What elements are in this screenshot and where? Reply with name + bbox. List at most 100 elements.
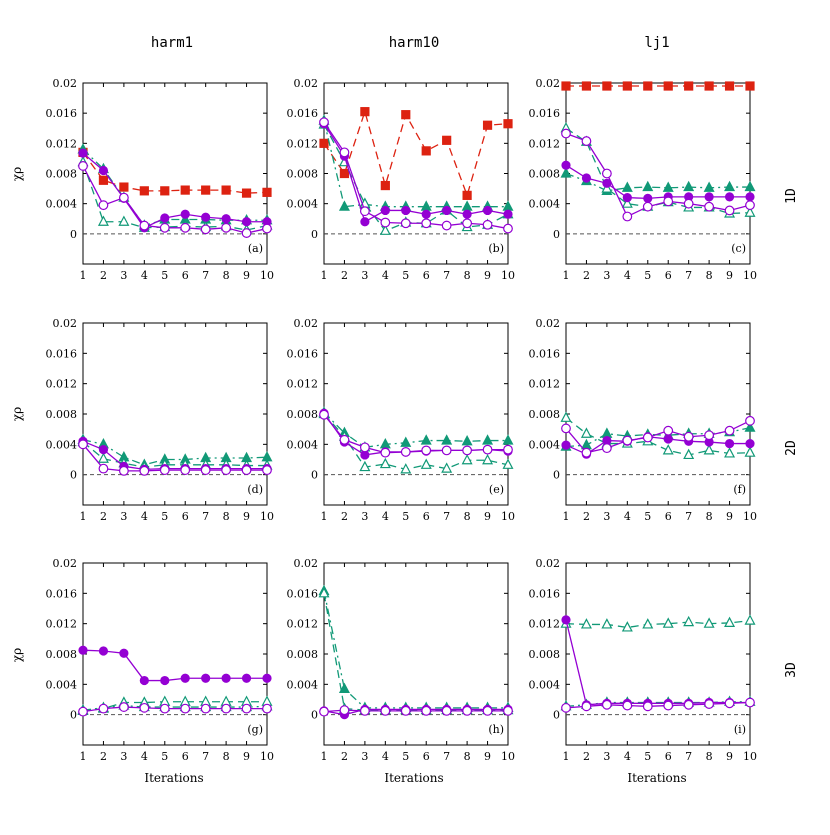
data-point [482,453,494,465]
y-axis-label-row1: χρ [10,167,24,181]
data-point [319,117,329,128]
panel-c: 0 0.004 0.008 0.012 0.016 0.02 1 2 3 4 5 6 7 8 9 10 (c) [529,77,758,282]
data-point [97,215,109,226]
data-point [98,445,109,455]
y-tick-label: 0.02 [294,317,319,330]
series-line [323,590,508,709]
data-point [241,703,252,714]
x-tick-label: 9 [484,750,491,763]
y-tick-label: 0.02 [294,557,319,570]
x-tick-label: 2 [341,750,348,763]
panel-b: 0 0.004 0.008 0.012 0.016 0.02 1 2 3 4 5 6 7 8 9 10 (b) [287,77,516,282]
y-tick-label: 0.008 [46,648,78,661]
data-point [441,705,452,716]
series-line [323,412,509,456]
data-point [262,673,272,683]
series-purple-circle-filled [561,432,755,459]
x-tick-label: 8 [464,269,471,282]
data-point [561,440,571,450]
data-point [180,185,190,195]
col-title-harm1: harm1 [151,35,193,51]
series-line [323,414,508,454]
data-point [380,447,391,458]
y-tick-label: 0.02 [53,77,78,90]
row-label-2d: 2D [784,440,799,456]
series-line [82,441,267,468]
data-point [360,217,370,227]
data-point [441,462,453,473]
data-point [703,181,715,192]
x-tick-label: 5 [644,750,651,763]
y-tick-label: 0 [70,709,77,722]
x-tick-label: 6 [423,269,430,282]
y-tick-label: 0.02 [536,77,561,90]
data-point [78,706,88,717]
data-point [724,447,736,458]
data-point [683,699,694,710]
data-point [400,447,411,457]
x-tick-label: 7 [443,510,450,523]
x-tick-label: 6 [665,510,672,523]
series-purple-circle-filled [561,615,755,710]
x-tick-label: 7 [685,269,692,282]
data-point [318,587,330,598]
series-line [82,704,268,711]
data-point [98,200,109,211]
plot-frame [323,322,509,506]
data-point [359,460,371,472]
y-tick-label: 0.004 [529,198,561,211]
data-point [338,682,350,693]
data-point [683,198,694,209]
data-point [580,618,592,629]
y-tick-label: 0.008 [529,168,561,181]
data-point [360,107,370,117]
data-point [683,448,695,460]
x-tick-label: 4 [382,510,389,523]
x-tick-label: 5 [644,269,651,282]
x-tick-label: 3 [603,269,610,282]
data-point [581,701,592,712]
y-tick-label: 0 [311,228,318,241]
y-tick-label: 0.004 [287,438,319,451]
data-point [180,465,191,476]
y-tick-label: 0.016 [287,107,319,120]
series-purple-circle-open [319,705,513,717]
data-point [461,200,473,211]
y-tick-label: 0.004 [46,678,78,691]
data-point [262,223,272,234]
data-point [684,81,694,91]
series-green-tri-open [560,121,756,218]
series-green-tri-open [77,435,273,472]
data-point [78,161,88,171]
panel-a: 0 0.004 0.008 0.012 0.016 0.02 1 2 3 4 5 6 7 8 9 10 (a) [46,77,275,282]
series-line [82,440,267,471]
x-tick-label: 2 [341,510,348,523]
data-point [400,436,412,447]
y-tick-label: 0.012 [529,618,561,631]
x-tick-label: 5 [402,269,409,282]
y-tick-label: 0.02 [53,317,78,330]
data-point [643,81,653,91]
data-point [98,646,109,656]
data-point [502,434,514,445]
series-line [565,436,750,455]
panel-label: (c) [731,242,746,255]
data-point [119,182,129,192]
plot-frame [565,82,751,265]
series-line [323,412,508,449]
x-tick-label: 10 [743,269,757,282]
x-tick-label: 9 [726,750,733,763]
x-tick-label: 9 [243,510,250,523]
x-tick-label: 3 [120,510,127,523]
data-point [339,434,350,445]
data-point [663,196,674,207]
x-tick-label: 2 [341,269,348,282]
data-point [503,119,513,129]
series-line [82,152,267,229]
series-line [82,649,267,682]
data-point [482,120,493,130]
data-point [745,81,755,91]
y-tick-label: 0.004 [287,198,319,211]
data-point [745,438,755,449]
